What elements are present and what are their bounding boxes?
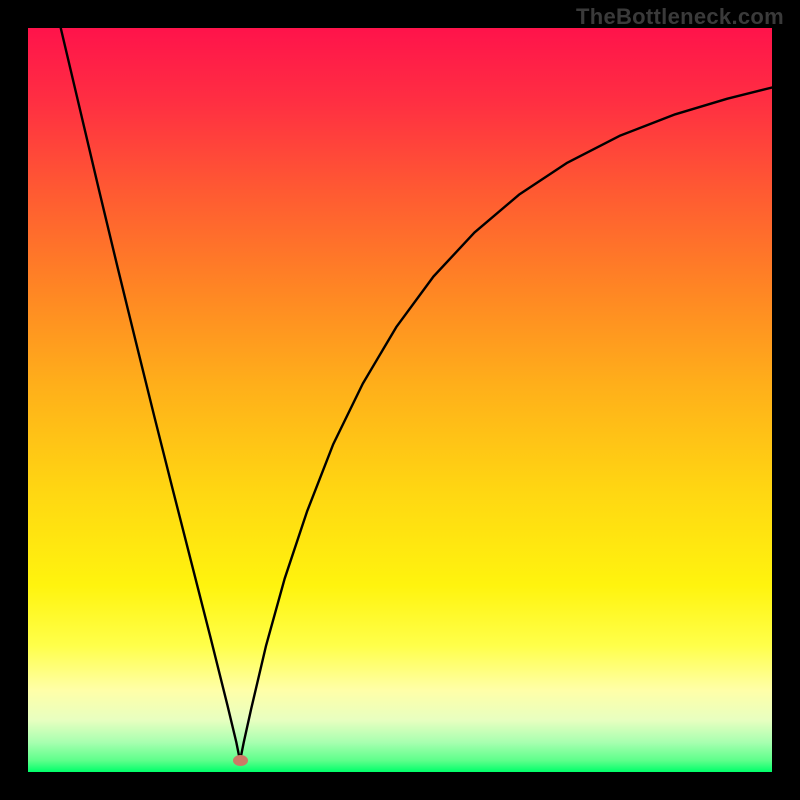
plot-area xyxy=(28,28,772,772)
watermark-text: TheBottleneck.com xyxy=(576,4,784,30)
gradient-background xyxy=(28,28,772,772)
minimum-marker xyxy=(233,755,248,766)
chart-container: TheBottleneck.com xyxy=(0,0,800,800)
